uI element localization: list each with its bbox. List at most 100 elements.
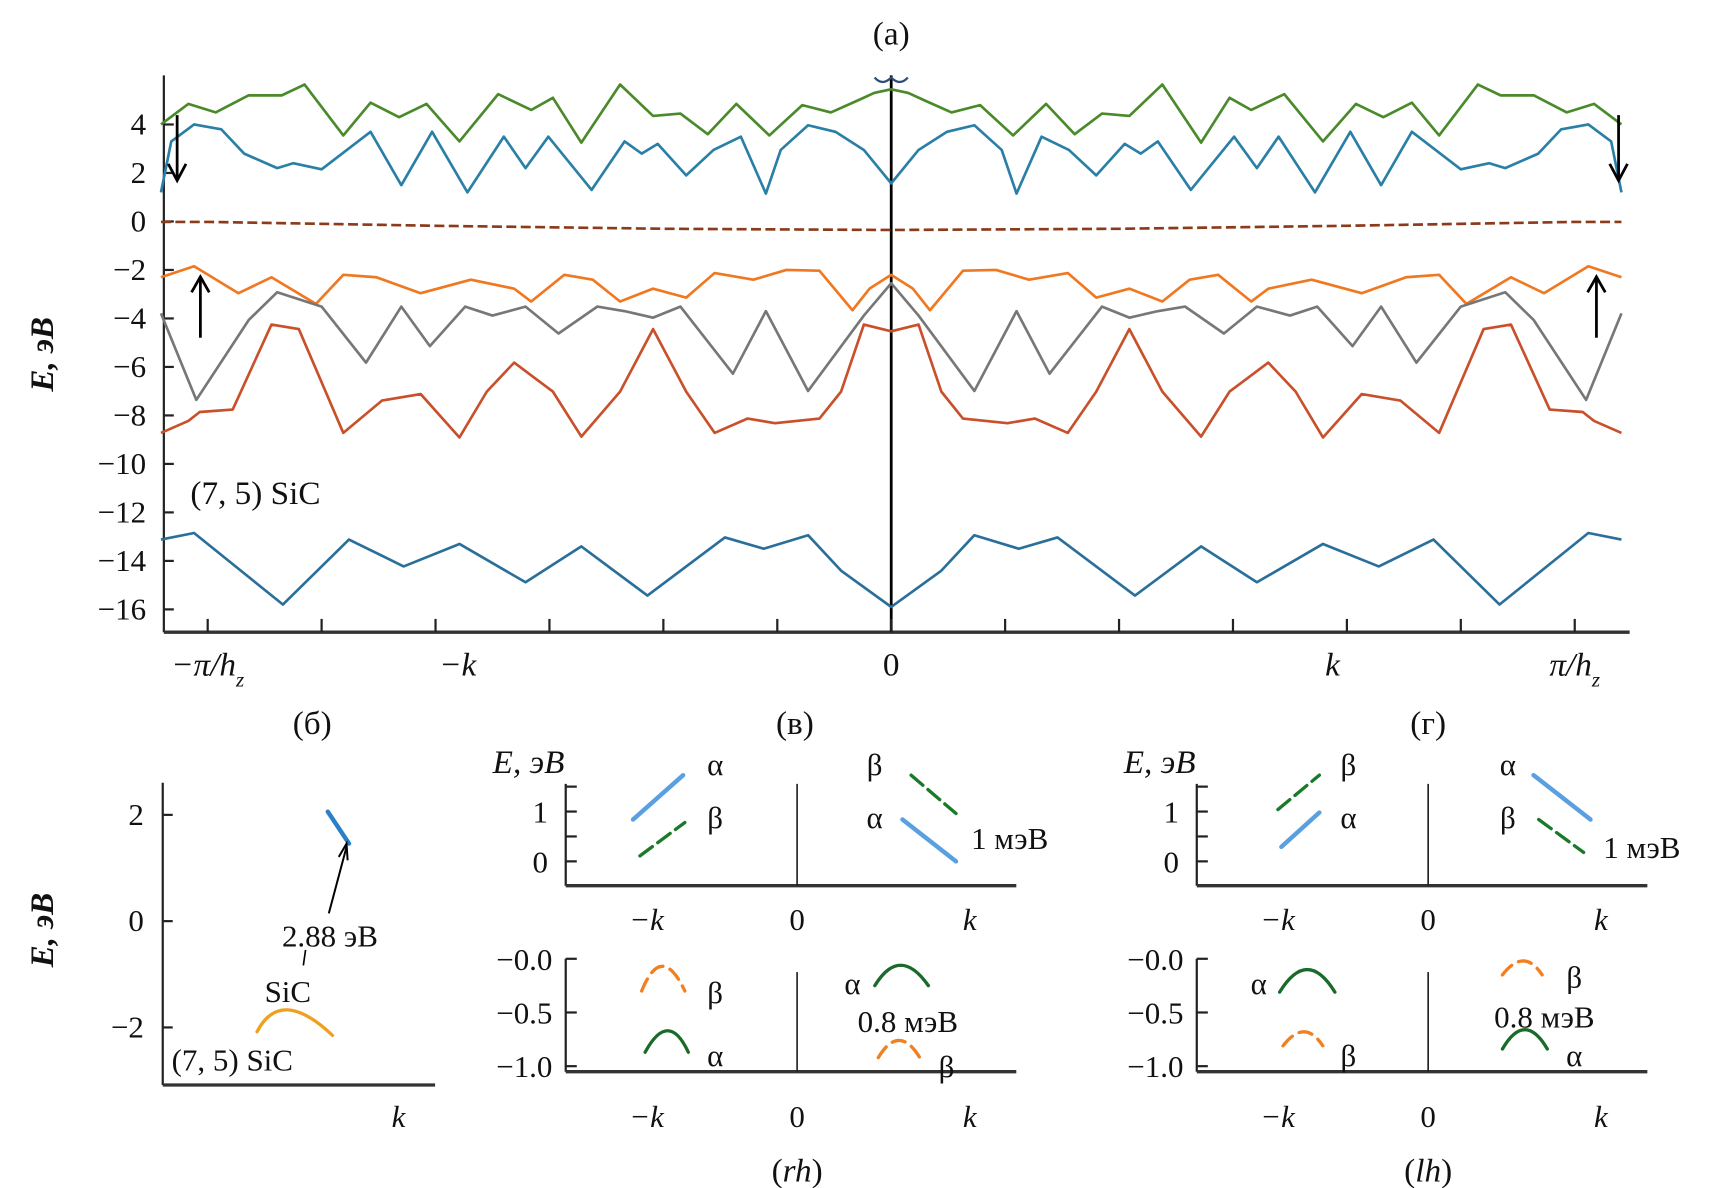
x-tick-label: 0 (883, 646, 900, 683)
panel-label: (г) (1410, 705, 1446, 742)
sic-pointer-line (302, 949, 307, 966)
mark-label: 0.8 мэВ (1494, 999, 1594, 1034)
x-tick-label: π/hz (1549, 646, 1600, 691)
down-arrow-icon (167, 115, 188, 184)
mark-label: β (1341, 747, 1357, 782)
mark-label: β (1566, 960, 1582, 995)
mark-label: α (1566, 1038, 1582, 1073)
panel-b-xtick-k: k (392, 1099, 407, 1134)
band-mark-beta (640, 964, 687, 993)
panel-b-annotation: (7, 5) SiC (172, 1043, 293, 1078)
y-tick-label: 2 (128, 797, 144, 832)
panel-bottom-label: (rh) (772, 1152, 823, 1188)
gap-arrow-head-icon (337, 840, 349, 861)
panel-a-annotation: (7, 5) SiC (190, 475, 320, 512)
gap-annotation: 2.88 эВ (282, 919, 378, 954)
y-tick-label: −14 (98, 543, 147, 578)
band-line-7 (160, 531, 1622, 609)
mark-label: α (866, 800, 882, 835)
band-mark (325, 809, 352, 846)
x-tick-label: 0 (789, 1099, 805, 1134)
band-mark-alpha (1500, 1028, 1549, 1051)
x-tick-label: −π/hz (171, 646, 244, 691)
band-mark-beta (638, 820, 687, 858)
up-arrow-icon (1586, 274, 1607, 338)
y-tick-label: −4 (113, 300, 146, 335)
mark-label: β (867, 747, 883, 782)
panel-ylabel: E, эВ (1123, 744, 1196, 781)
y-tick-label: 0 (131, 203, 147, 238)
panel-ylabel: E, эВ (492, 744, 565, 781)
x-tick-label: k (963, 902, 978, 937)
y-tick-label: −12 (98, 494, 146, 529)
x-tick-label: −k (629, 902, 665, 937)
mark-label: α (707, 747, 723, 782)
mark-label: β (1500, 800, 1516, 835)
y-tick-label: −6 (113, 349, 146, 384)
x-tick-label: k (1325, 646, 1341, 683)
y-tick-label: 0 (1164, 844, 1180, 879)
mark-label: β (1341, 1038, 1357, 1073)
y-tick-label: −0.5 (496, 996, 552, 1031)
x-tick-label: −k (629, 1099, 665, 1134)
band-line-1 (160, 83, 1623, 144)
band-mark-alpha (900, 817, 959, 864)
x-tick-label: 0 (789, 902, 805, 937)
band-mark-beta (876, 1038, 922, 1060)
mark-label: α (1500, 747, 1516, 782)
x-tick-label: k (963, 1099, 978, 1134)
x-tick-label: k (1594, 902, 1609, 937)
mark-label: β (939, 1049, 955, 1084)
panel-bottom-label: (lh) (1404, 1152, 1452, 1188)
band-mark-beta (1537, 817, 1586, 855)
panel-a-ylabel: E, эВ (24, 317, 61, 393)
mark-label: 0.8 мэВ (858, 1004, 958, 1039)
band-line-4 (160, 264, 1622, 312)
y-tick-label: −2 (111, 1009, 144, 1044)
y-tick-label: −0.0 (1127, 942, 1183, 977)
band-mark-alpha (643, 1029, 690, 1054)
up-arrow-icon (190, 274, 211, 338)
mark-label: α (1251, 966, 1267, 1001)
band-line-3 (160, 220, 1622, 232)
panel-label: (в) (776, 705, 814, 742)
band-line-6 (160, 323, 1622, 439)
mark-label: α (1340, 800, 1356, 835)
mark-label: α (844, 966, 860, 1001)
x-tick-label: −k (1260, 1099, 1296, 1134)
band-mark-alpha (630, 772, 686, 822)
mark-label: β (707, 975, 723, 1010)
y-tick-label: −1.0 (496, 1049, 552, 1084)
x-tick-label: 0 (1420, 902, 1436, 937)
gamma-band-mark (873, 75, 909, 84)
y-tick-label: −0.5 (1127, 996, 1183, 1031)
y-tick-label: −16 (98, 591, 146, 626)
gap-arrow-icon (327, 846, 348, 914)
band-mark-beta (1281, 1030, 1325, 1048)
band-mark-beta (909, 773, 958, 816)
y-tick-label: 2 (131, 155, 147, 190)
down-arrow-icon (1608, 115, 1629, 184)
x-tick-label: −k (1260, 902, 1296, 937)
y-tick-label: −1.0 (1127, 1049, 1183, 1084)
band-line-5 (159, 281, 1623, 402)
x-tick-label: 0 (1420, 1099, 1436, 1134)
band-line-2 (159, 123, 1623, 195)
mark-label: 1 мэВ (1603, 830, 1680, 865)
x-tick-label: −k (439, 646, 477, 683)
y-tick-label: 0 (533, 844, 549, 879)
y-tick-label: 0 (128, 903, 144, 938)
band-mark-beta (1500, 959, 1544, 977)
y-tick-label: −2 (113, 252, 146, 287)
mark-label: β (707, 800, 723, 835)
band-mark-alpha (1279, 810, 1322, 850)
panel-a-label: (a) (873, 15, 910, 52)
band-mark (255, 1008, 335, 1038)
mark-label: α (707, 1038, 723, 1073)
panel-b: (б) E, эВ 2 0 −2 2.88 эВ SiC (7, 5) SiC k (24, 705, 436, 1134)
sic-annotation: SiC (265, 974, 312, 1009)
panel-a: (a) E, эВ 4 2 0 −2 −4 −6 −8 −10 −12 −14 −16 −π/hz −… (24, 15, 1630, 691)
band-mark-alpha (1277, 967, 1337, 994)
